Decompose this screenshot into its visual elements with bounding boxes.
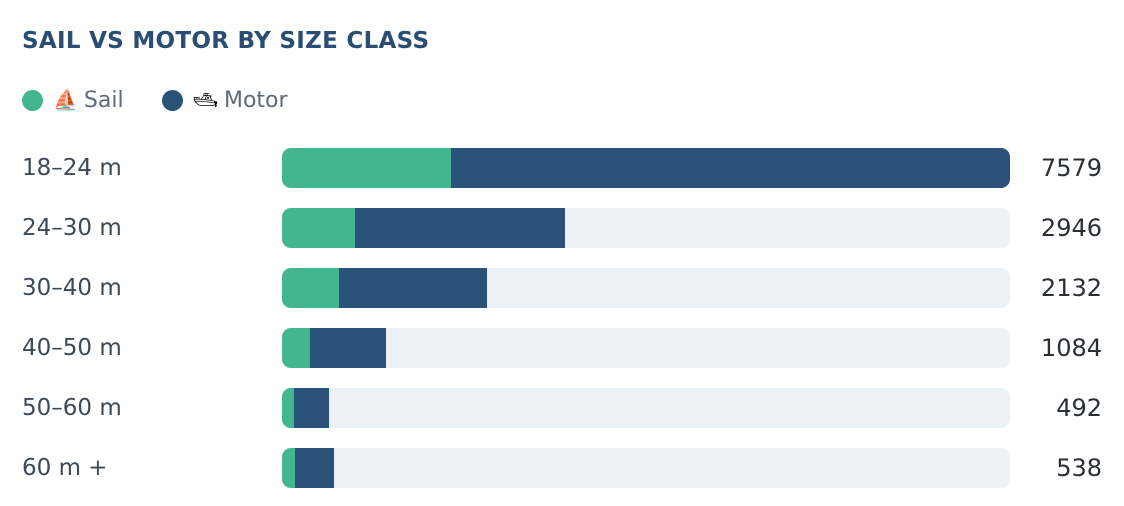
bar-segment-sail[interactable] <box>282 448 296 488</box>
bar-track <box>282 388 1010 428</box>
total-label: 2132 <box>1040 274 1102 302</box>
legend-label-sail: Sail <box>83 88 124 113</box>
bar-segment-sail[interactable] <box>282 328 310 368</box>
category-label: 18–24 m <box>22 155 122 181</box>
bar-segment-motor[interactable] <box>338 268 487 308</box>
bar-row: 30–40 m 2132 <box>0 268 1124 308</box>
bar-row: 60 m + 538 <box>0 448 1124 488</box>
bar-row: 18–24 m 7579 <box>0 148 1124 188</box>
bar-segment-motor[interactable] <box>295 448 334 488</box>
category-label: 40–50 m <box>22 335 122 361</box>
bar-row: 50–60 m 492 <box>0 388 1124 428</box>
bar-row: 40–50 m 1084 <box>0 328 1124 368</box>
legend: ⛵ Sail 🛥 Motor <box>22 88 326 113</box>
total-label: 2946 <box>1040 214 1102 242</box>
bar-track <box>282 268 1010 308</box>
total-label: 7579 <box>1040 154 1102 182</box>
bar-segment-sail[interactable] <box>282 208 356 248</box>
total-label: 1084 <box>1040 334 1102 362</box>
sailboat-icon: ⛵ <box>53 89 78 112</box>
category-label: 60 m + <box>22 455 108 481</box>
bar-segment-motor[interactable] <box>450 148 1010 188</box>
bar-segment-sail[interactable] <box>282 148 451 188</box>
legend-dot-sail <box>22 90 43 111</box>
bar-track <box>282 328 1010 368</box>
total-label: 538 <box>1056 454 1102 482</box>
category-label: 30–40 m <box>22 275 122 301</box>
bar-track <box>282 448 1010 488</box>
legend-item-motor: 🛥 Motor <box>161 88 288 113</box>
bar-row: 24–30 m 2946 <box>0 208 1124 248</box>
legend-item-sail: ⛵ Sail <box>22 88 124 113</box>
category-label: 24–30 m <box>22 215 122 241</box>
motorboat-icon: 🛥 <box>192 89 218 112</box>
legend-label-motor: Motor <box>223 88 288 113</box>
bar-segment-sail[interactable] <box>282 388 295 428</box>
bar-segment-sail[interactable] <box>282 268 339 308</box>
bar-track <box>282 148 1010 188</box>
bar-track <box>282 208 1010 248</box>
total-label: 492 <box>1056 394 1102 422</box>
bar-segment-motor[interactable] <box>309 328 387 368</box>
category-label: 50–60 m <box>22 395 122 421</box>
legend-dot-motor <box>161 90 183 111</box>
chart-title: SAIL VS MOTOR BY SIZE CLASS <box>22 28 430 54</box>
bar-segment-motor[interactable] <box>355 208 565 248</box>
bar-segment-motor[interactable] <box>294 388 330 428</box>
